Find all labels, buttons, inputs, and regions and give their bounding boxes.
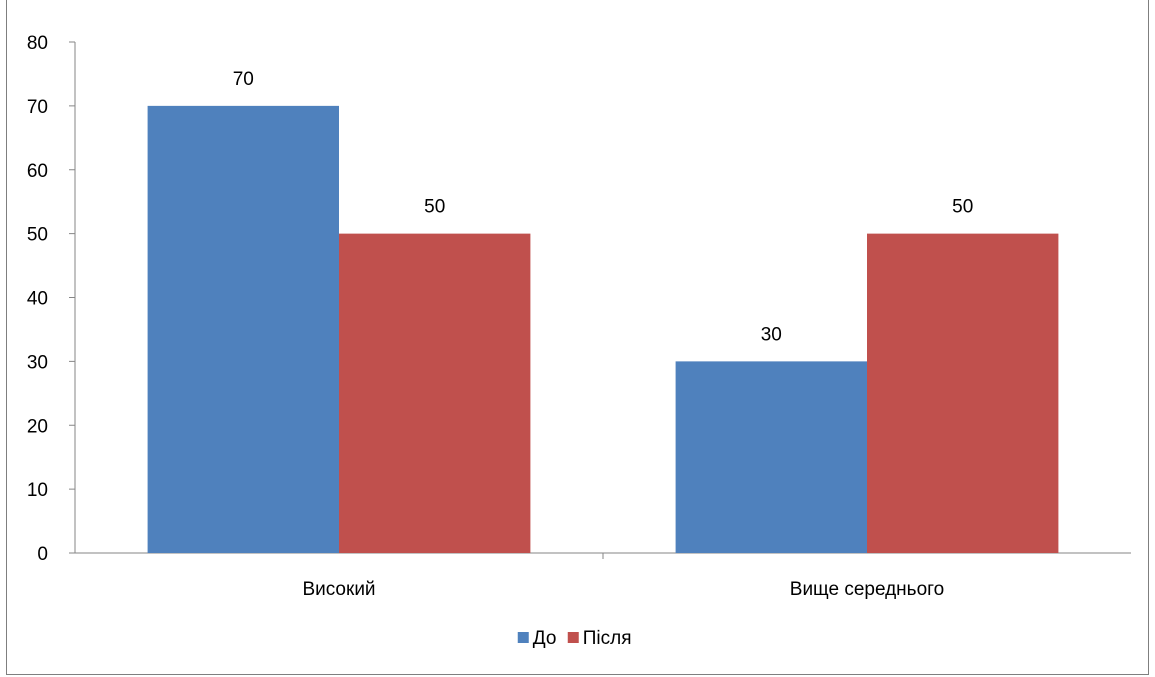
data-label: 70 (233, 69, 254, 90)
legend-label: До (533, 628, 557, 649)
labels: 70 50 Високий 30 50 Вище середнього (233, 69, 974, 600)
y-tick-label: 20 (27, 416, 48, 437)
bars (147, 105, 1059, 553)
y-tick-label: 10 (27, 480, 48, 501)
legend-label: Після (583, 628, 632, 649)
y-tick-label: 0 (37, 544, 48, 565)
bar-do-1 (675, 361, 867, 553)
y-tick-label: 30 (27, 352, 48, 373)
legend: До Після (517, 628, 632, 649)
data-label: 50 (424, 197, 445, 218)
y-tick-label: 50 (27, 225, 48, 246)
bar-pislia-1 (867, 233, 1059, 553)
bar-do-0 (147, 105, 339, 553)
x-category-label: Високий (302, 579, 375, 600)
legend-swatch (517, 632, 529, 643)
bar-pislia-0 (339, 233, 531, 553)
y-tick-label: 70 (27, 97, 48, 118)
y-tick-label: 80 (27, 33, 48, 54)
y-tick-label: 40 (27, 289, 48, 310)
data-label: 30 (761, 324, 782, 345)
data-label: 50 (952, 197, 973, 218)
x-category-label: Вище середнього (790, 579, 944, 600)
legend-swatch (567, 632, 579, 643)
y-tick-label: 60 (27, 161, 48, 182)
